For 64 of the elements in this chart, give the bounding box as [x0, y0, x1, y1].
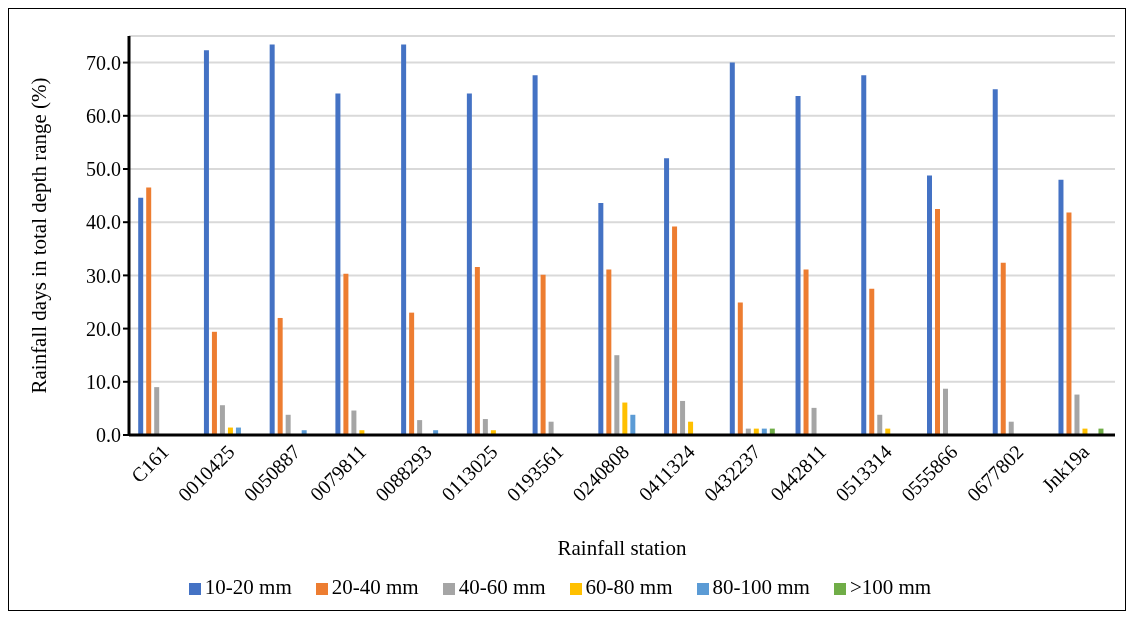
bar [154, 387, 160, 435]
legend-label: 40-60 mm [458, 575, 546, 599]
bar [211, 331, 217, 435]
y-tick-label: 60.0 [86, 104, 121, 127]
y-axis-title: Rainfall days in total depth range (%) [27, 77, 52, 394]
bar [811, 407, 817, 435]
y-tick-label: 40.0 [86, 211, 121, 234]
bar [664, 158, 670, 435]
legend-label: 80-100 mm [712, 575, 810, 599]
bar [1058, 179, 1064, 435]
bar [680, 400, 686, 435]
bar [474, 266, 480, 435]
x-axis-title: Rainfall station [557, 536, 687, 560]
bar [540, 274, 546, 435]
legend-label: >100 mm [849, 575, 932, 599]
bar [598, 203, 604, 435]
bar [630, 414, 636, 435]
legend-label: 10-20 mm [204, 575, 292, 599]
y-tick-label: 20.0 [86, 317, 121, 340]
bar [622, 402, 628, 435]
bar [401, 44, 407, 435]
bar [269, 44, 275, 435]
bar [803, 269, 809, 435]
bar [992, 89, 998, 435]
y-tick-label: 30.0 [86, 264, 121, 287]
y-tick-label: 0.0 [96, 424, 121, 447]
bar [277, 317, 283, 435]
bar [203, 50, 209, 435]
bar [935, 208, 940, 435]
bar [1066, 212, 1072, 435]
bar [877, 414, 883, 435]
y-tick-label: 70.0 [86, 51, 121, 74]
bar [417, 420, 423, 435]
bar [409, 312, 415, 435]
bar [138, 197, 144, 435]
x-tick-label: C161 [126, 440, 173, 487]
bar [1074, 394, 1080, 435]
bar [927, 175, 932, 435]
bar [351, 410, 357, 435]
legend-label: 60-80 mm [585, 575, 673, 599]
bar [532, 75, 538, 435]
legend-label: 20-40 mm [331, 575, 419, 599]
bar [672, 226, 678, 435]
bar [606, 269, 612, 435]
bar [466, 93, 472, 435]
bar [285, 414, 291, 435]
bar [1008, 421, 1014, 435]
y-tick-label: 50.0 [86, 158, 121, 181]
bar [943, 388, 948, 435]
bar [343, 273, 349, 435]
bar [1000, 262, 1006, 435]
y-tick-label: 10.0 [86, 370, 121, 393]
bar [795, 96, 801, 435]
bar [737, 302, 743, 435]
bar [688, 421, 694, 435]
bar [548, 421, 554, 435]
bar [861, 75, 867, 435]
bar [869, 288, 875, 435]
bar [482, 419, 488, 435]
bar [729, 62, 735, 435]
bar [219, 405, 225, 435]
bar [614, 355, 620, 435]
bar [146, 187, 152, 435]
bar [335, 93, 341, 435]
